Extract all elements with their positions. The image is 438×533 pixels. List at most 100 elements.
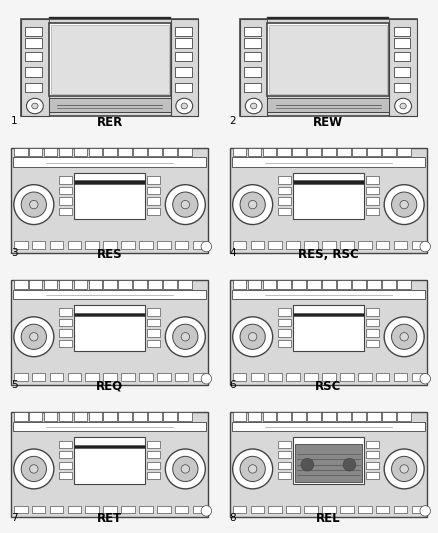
- Bar: [49, 98, 171, 112]
- Bar: [139, 506, 153, 513]
- Bar: [118, 413, 132, 421]
- Circle shape: [181, 200, 190, 209]
- Bar: [193, 506, 206, 513]
- Circle shape: [233, 317, 272, 357]
- Bar: [278, 148, 291, 156]
- Bar: [233, 506, 246, 513]
- Bar: [32, 374, 46, 381]
- Bar: [25, 67, 42, 77]
- Text: 1: 1: [11, 116, 18, 126]
- Bar: [233, 148, 246, 156]
- Bar: [366, 187, 379, 194]
- Bar: [88, 148, 102, 156]
- Bar: [286, 506, 300, 513]
- Bar: [175, 67, 192, 77]
- Bar: [247, 148, 261, 156]
- Bar: [267, 23, 389, 96]
- Bar: [352, 148, 366, 156]
- Bar: [178, 148, 192, 156]
- Bar: [32, 506, 46, 513]
- Bar: [397, 413, 411, 421]
- Bar: [163, 148, 177, 156]
- Text: 4: 4: [230, 248, 236, 259]
- Bar: [233, 241, 246, 249]
- Text: RES: RES: [97, 248, 122, 261]
- Circle shape: [400, 333, 408, 341]
- Text: REW: REW: [313, 116, 343, 128]
- Bar: [382, 280, 396, 288]
- Bar: [366, 309, 379, 316]
- Bar: [74, 438, 145, 483]
- Text: 2: 2: [230, 116, 236, 126]
- Circle shape: [165, 317, 205, 357]
- Text: RSC: RSC: [315, 380, 342, 393]
- Circle shape: [233, 185, 272, 224]
- Bar: [293, 280, 306, 288]
- Bar: [367, 148, 381, 156]
- Circle shape: [14, 449, 54, 489]
- Bar: [366, 340, 379, 348]
- Bar: [171, 19, 198, 116]
- Bar: [59, 451, 72, 458]
- Bar: [251, 506, 264, 513]
- Bar: [13, 289, 206, 299]
- Bar: [244, 38, 261, 48]
- Bar: [397, 280, 411, 288]
- Circle shape: [21, 324, 46, 349]
- Bar: [67, 506, 81, 513]
- Bar: [163, 280, 177, 288]
- Circle shape: [201, 506, 212, 516]
- Bar: [29, 413, 42, 421]
- Bar: [278, 176, 290, 184]
- Circle shape: [384, 449, 424, 489]
- Bar: [278, 319, 290, 326]
- Bar: [118, 280, 132, 288]
- Bar: [51, 25, 169, 94]
- Bar: [148, 148, 162, 156]
- Circle shape: [420, 241, 431, 252]
- Bar: [230, 148, 427, 253]
- Bar: [13, 422, 206, 431]
- Bar: [67, 374, 81, 381]
- Bar: [148, 176, 160, 184]
- Bar: [139, 374, 153, 381]
- Bar: [74, 305, 145, 351]
- Bar: [366, 472, 379, 479]
- Circle shape: [165, 449, 205, 489]
- Circle shape: [301, 458, 314, 471]
- Bar: [25, 38, 42, 48]
- Bar: [366, 462, 379, 469]
- Circle shape: [240, 324, 265, 349]
- Bar: [25, 83, 42, 92]
- Text: 5: 5: [11, 381, 18, 391]
- Bar: [267, 19, 389, 23]
- Bar: [244, 67, 261, 77]
- Bar: [322, 506, 336, 513]
- Circle shape: [420, 506, 431, 516]
- Bar: [322, 280, 336, 288]
- Bar: [14, 413, 28, 421]
- Bar: [148, 309, 160, 316]
- Bar: [175, 38, 192, 48]
- Bar: [175, 374, 188, 381]
- Bar: [394, 506, 407, 513]
- Bar: [358, 506, 371, 513]
- Bar: [233, 413, 246, 421]
- Bar: [340, 506, 353, 513]
- Bar: [352, 413, 366, 421]
- Bar: [389, 19, 417, 116]
- Circle shape: [201, 374, 212, 384]
- Bar: [366, 319, 379, 326]
- Circle shape: [181, 333, 190, 341]
- Bar: [293, 181, 364, 184]
- Bar: [148, 340, 160, 348]
- Bar: [394, 67, 410, 77]
- Bar: [286, 241, 300, 249]
- Bar: [278, 309, 290, 316]
- Circle shape: [30, 333, 38, 341]
- Bar: [293, 305, 364, 351]
- Bar: [262, 413, 276, 421]
- Circle shape: [248, 333, 257, 341]
- Bar: [74, 313, 145, 316]
- Bar: [133, 148, 147, 156]
